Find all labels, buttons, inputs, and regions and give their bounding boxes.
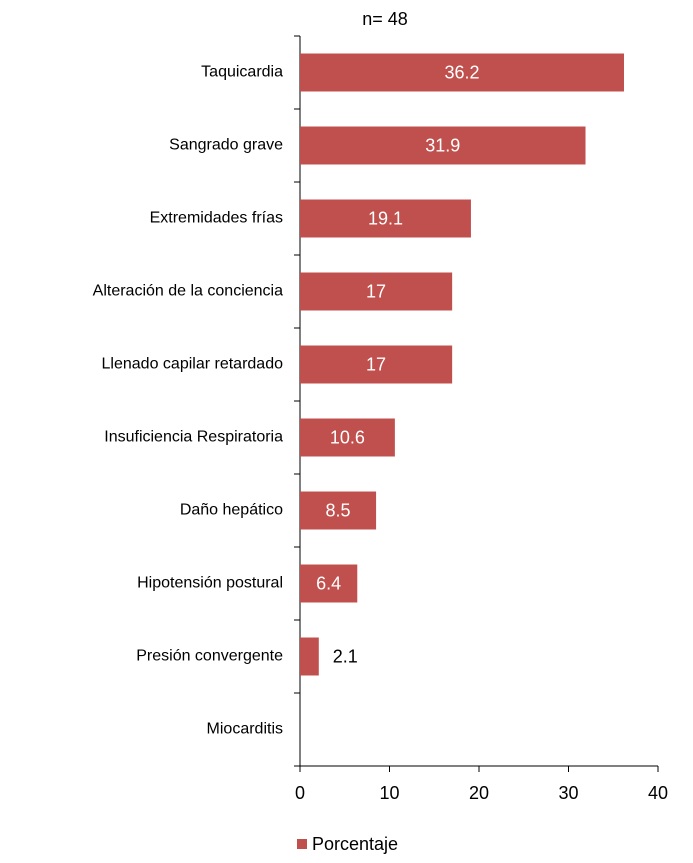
bar bbox=[300, 491, 377, 530]
data-label: 31.9 bbox=[425, 135, 460, 155]
data-label: 36.2 bbox=[444, 62, 479, 82]
y-tick-label: Hipotensión postural bbox=[137, 575, 283, 592]
bar bbox=[300, 199, 471, 238]
bar bbox=[300, 345, 453, 384]
bar bbox=[300, 53, 624, 92]
legend-label: Porcentaje bbox=[312, 834, 398, 854]
y-tick-label: Llenado capilar retardado bbox=[102, 356, 284, 373]
x-tick-label: 20 bbox=[469, 783, 489, 803]
data-label: 6.4 bbox=[316, 573, 341, 593]
bar bbox=[300, 418, 395, 457]
y-tick-label: Extremidades frías bbox=[150, 210, 283, 227]
data-label: 10.6 bbox=[330, 427, 365, 447]
data-label: 8.5 bbox=[326, 500, 351, 520]
x-tick-label: 0 bbox=[295, 783, 305, 803]
y-tick-label: Miocarditis bbox=[207, 721, 283, 738]
legend-swatch bbox=[297, 839, 307, 849]
bar bbox=[300, 564, 358, 603]
data-label: 17 bbox=[366, 281, 386, 301]
data-label: 2.1 bbox=[333, 646, 358, 666]
bar bbox=[300, 272, 453, 311]
y-tick-label: Insuficiencia Respiratoria bbox=[104, 429, 283, 446]
y-tick-label: Alteración de la conciencia bbox=[93, 283, 283, 300]
y-tick-label: Sangrado grave bbox=[169, 137, 283, 154]
y-tick-label: Daño hepático bbox=[180, 502, 283, 519]
bar bbox=[300, 637, 319, 676]
x-tick-label: 40 bbox=[648, 783, 668, 803]
x-tick-label: 30 bbox=[558, 783, 578, 803]
y-tick-label: Presión convergente bbox=[136, 648, 283, 665]
data-label: 19.1 bbox=[368, 208, 403, 228]
x-tick-label: 10 bbox=[379, 783, 399, 803]
bar bbox=[300, 126, 586, 165]
chart-title: n= 48 bbox=[362, 9, 408, 29]
data-label: 17 bbox=[366, 354, 386, 374]
y-tick-label: Taquicardia bbox=[201, 64, 283, 81]
